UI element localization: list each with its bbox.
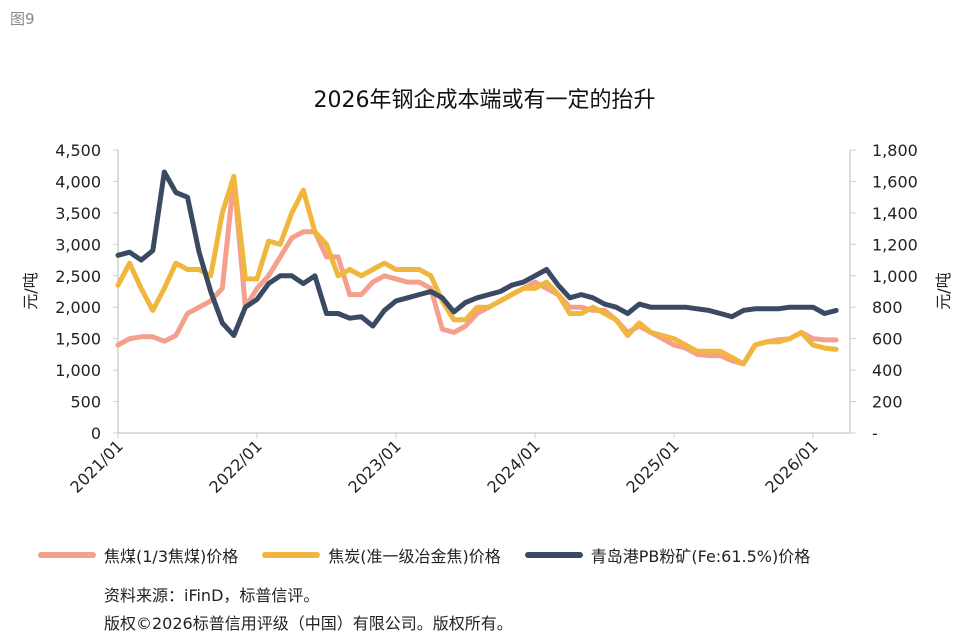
y-tick-label-left: 1,500 <box>55 330 101 349</box>
y-tick-label-left: 3,500 <box>55 204 101 223</box>
legend: 焦煤(1/3焦煤)价格 焦炭(准一级冶金焦)价格 青岛港PB粉矿(Fe:61.5… <box>38 543 810 567</box>
y-tick-label-left: 2,000 <box>55 298 101 317</box>
x-tick-label: 2022/01 <box>205 436 265 496</box>
x-tick-label: 2025/01 <box>622 436 682 496</box>
y-tick-label-right: 1,000 <box>872 267 918 286</box>
y-tick-label-left: 0 <box>91 424 101 443</box>
figure-label: 图9 <box>10 10 35 28</box>
x-tick-label: 2024/01 <box>483 436 543 496</box>
y-tick-label-right: 1,800 <box>872 141 918 160</box>
y-tick-label-right: 400 <box>872 361 903 380</box>
source-note: 资料来源：iFinD，标普信评。 <box>104 586 320 605</box>
legend-item-iron-ore: 青岛港PB粉矿(Fe:61.5%)价格 <box>524 543 811 567</box>
legend-item-coking-coal: 焦煤(1/3焦煤)价格 <box>38 543 238 567</box>
y-tick-label-right: - <box>872 424 878 443</box>
y-tick-label-right: 600 <box>872 330 903 349</box>
legend-item-coke: 焦炭(准一级冶金焦)价格 <box>262 543 501 567</box>
x-tick-label: 2026/01 <box>761 436 821 496</box>
y-tick-label-left: 2,500 <box>55 267 101 286</box>
y-axis-label-left: 元/吨 <box>21 272 40 309</box>
legend-swatch <box>524 552 583 558</box>
y-tick-label-left: 3,000 <box>55 235 101 254</box>
legend-label: 焦煤(1/3焦煤)价格 <box>104 547 239 566</box>
y-tick-label-right: 200 <box>872 393 903 412</box>
legend-label: 青岛港PB粉矿(Fe:61.5%)价格 <box>590 547 811 566</box>
legend-label: 焦炭(准一级冶金焦)价格 <box>328 547 501 566</box>
x-tick-label: 2021/01 <box>66 436 126 496</box>
y-tick-label-left: 4,000 <box>55 172 101 191</box>
y-axis-label-right: 元/吨 <box>934 272 953 309</box>
copyright-note: 版权©2026标普信用评级（中国）有限公司。版权所有。 <box>104 614 513 633</box>
y-tick-label-right: 1,600 <box>872 172 918 191</box>
legend-swatch <box>262 552 321 558</box>
y-tick-label-right: 1,400 <box>872 204 918 223</box>
y-tick-label-left: 1,000 <box>55 361 101 380</box>
y-tick-label-left: 500 <box>70 393 101 412</box>
y-tick-label-left: 4,500 <box>55 141 101 160</box>
legend-swatch <box>38 552 96 558</box>
y-tick-label-right: 800 <box>872 298 903 317</box>
chart-title: 2026年钢企成本端或有一定的抬升 <box>313 88 656 113</box>
x-tick-label: 2023/01 <box>344 436 404 496</box>
y-tick-label-right: 1,200 <box>872 235 918 254</box>
